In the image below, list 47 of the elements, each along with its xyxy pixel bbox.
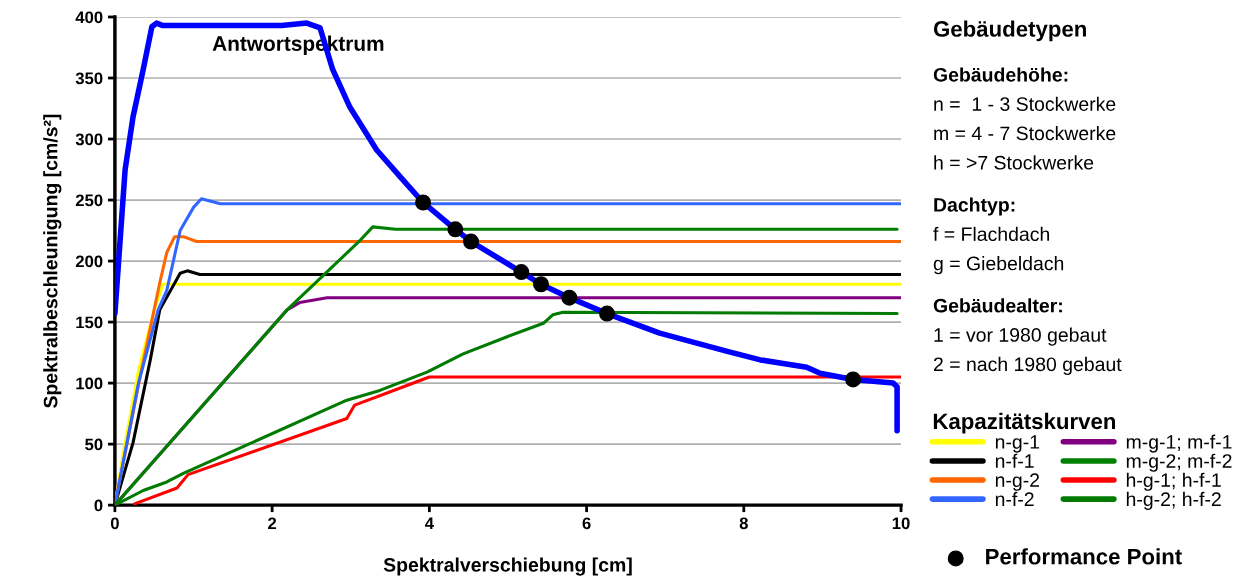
x-axis-title: Spektralverschiebung [cm] (383, 557, 632, 576)
y-tick-label: 400 (75, 11, 103, 24)
text: 2 = nach 1980 gebaut (933, 356, 1122, 375)
text: g = Giebeldach (933, 256, 1064, 275)
text: m = 4 - 7 Stockwerke (934, 125, 1116, 141)
legend-label: Performance Point (986, 548, 1182, 565)
text: 1 = vor 1980 gebaut (934, 327, 1107, 346)
point (845, 371, 862, 388)
text: f = Flachdach (933, 226, 1050, 242)
text: h = >7 Stockwerke (934, 155, 1094, 170)
point (533, 276, 549, 293)
x-tick-label: 6 (582, 517, 591, 530)
legend-label: m-g-2; m-f-2 (1126, 453, 1232, 472)
y-tick-label: 50 (85, 438, 103, 451)
text: n = 1 - 3 Stockwerke (934, 96, 1116, 111)
legend-label: n-f-1 (995, 453, 1034, 468)
legend-label: h-g-2; h-f-2 (1126, 491, 1221, 510)
legend-label: n-g-2 (995, 473, 1040, 491)
text: Gebäudetypen (933, 20, 1086, 42)
point (513, 264, 530, 281)
y-tick-label: 150 (76, 316, 103, 329)
x-tick-label: 0 (110, 517, 119, 530)
y-tick-label: 350 (75, 72, 103, 85)
point (561, 289, 578, 306)
legend-label: n-g-1 (995, 435, 1040, 453)
x-tick-label: 8 (739, 517, 748, 530)
point (463, 233, 479, 250)
legend-label: h-g-1; h-f-1 (1126, 472, 1221, 491)
line-series (133, 375, 902, 506)
legend-label: m-g-1; m-f-1 (1126, 434, 1232, 453)
text: Gebäudehöhe: (933, 67, 1068, 82)
text: Gebäudealter: (933, 298, 1062, 313)
y-tick-label: 250 (75, 194, 103, 207)
legend-label: n-f-2 (995, 491, 1034, 506)
x-tick-label: 4 (424, 517, 434, 530)
point (415, 194, 432, 211)
x-tick-label: 10 (892, 517, 910, 530)
y-tick-label: 0 (94, 499, 103, 512)
x-tick-label: 2 (268, 517, 277, 530)
point (599, 305, 615, 322)
y-tick-label: 200 (75, 255, 103, 268)
y-axis-title: Spektralbeschleunigung [cm/s²] (43, 114, 62, 408)
y-tick-label: 100 (76, 377, 103, 390)
y-tick-label: 300 (75, 133, 103, 146)
legend-title: Kapazitätskurven (933, 412, 1116, 434)
text: Dachtyp: (934, 197, 1015, 216)
point (447, 221, 464, 238)
